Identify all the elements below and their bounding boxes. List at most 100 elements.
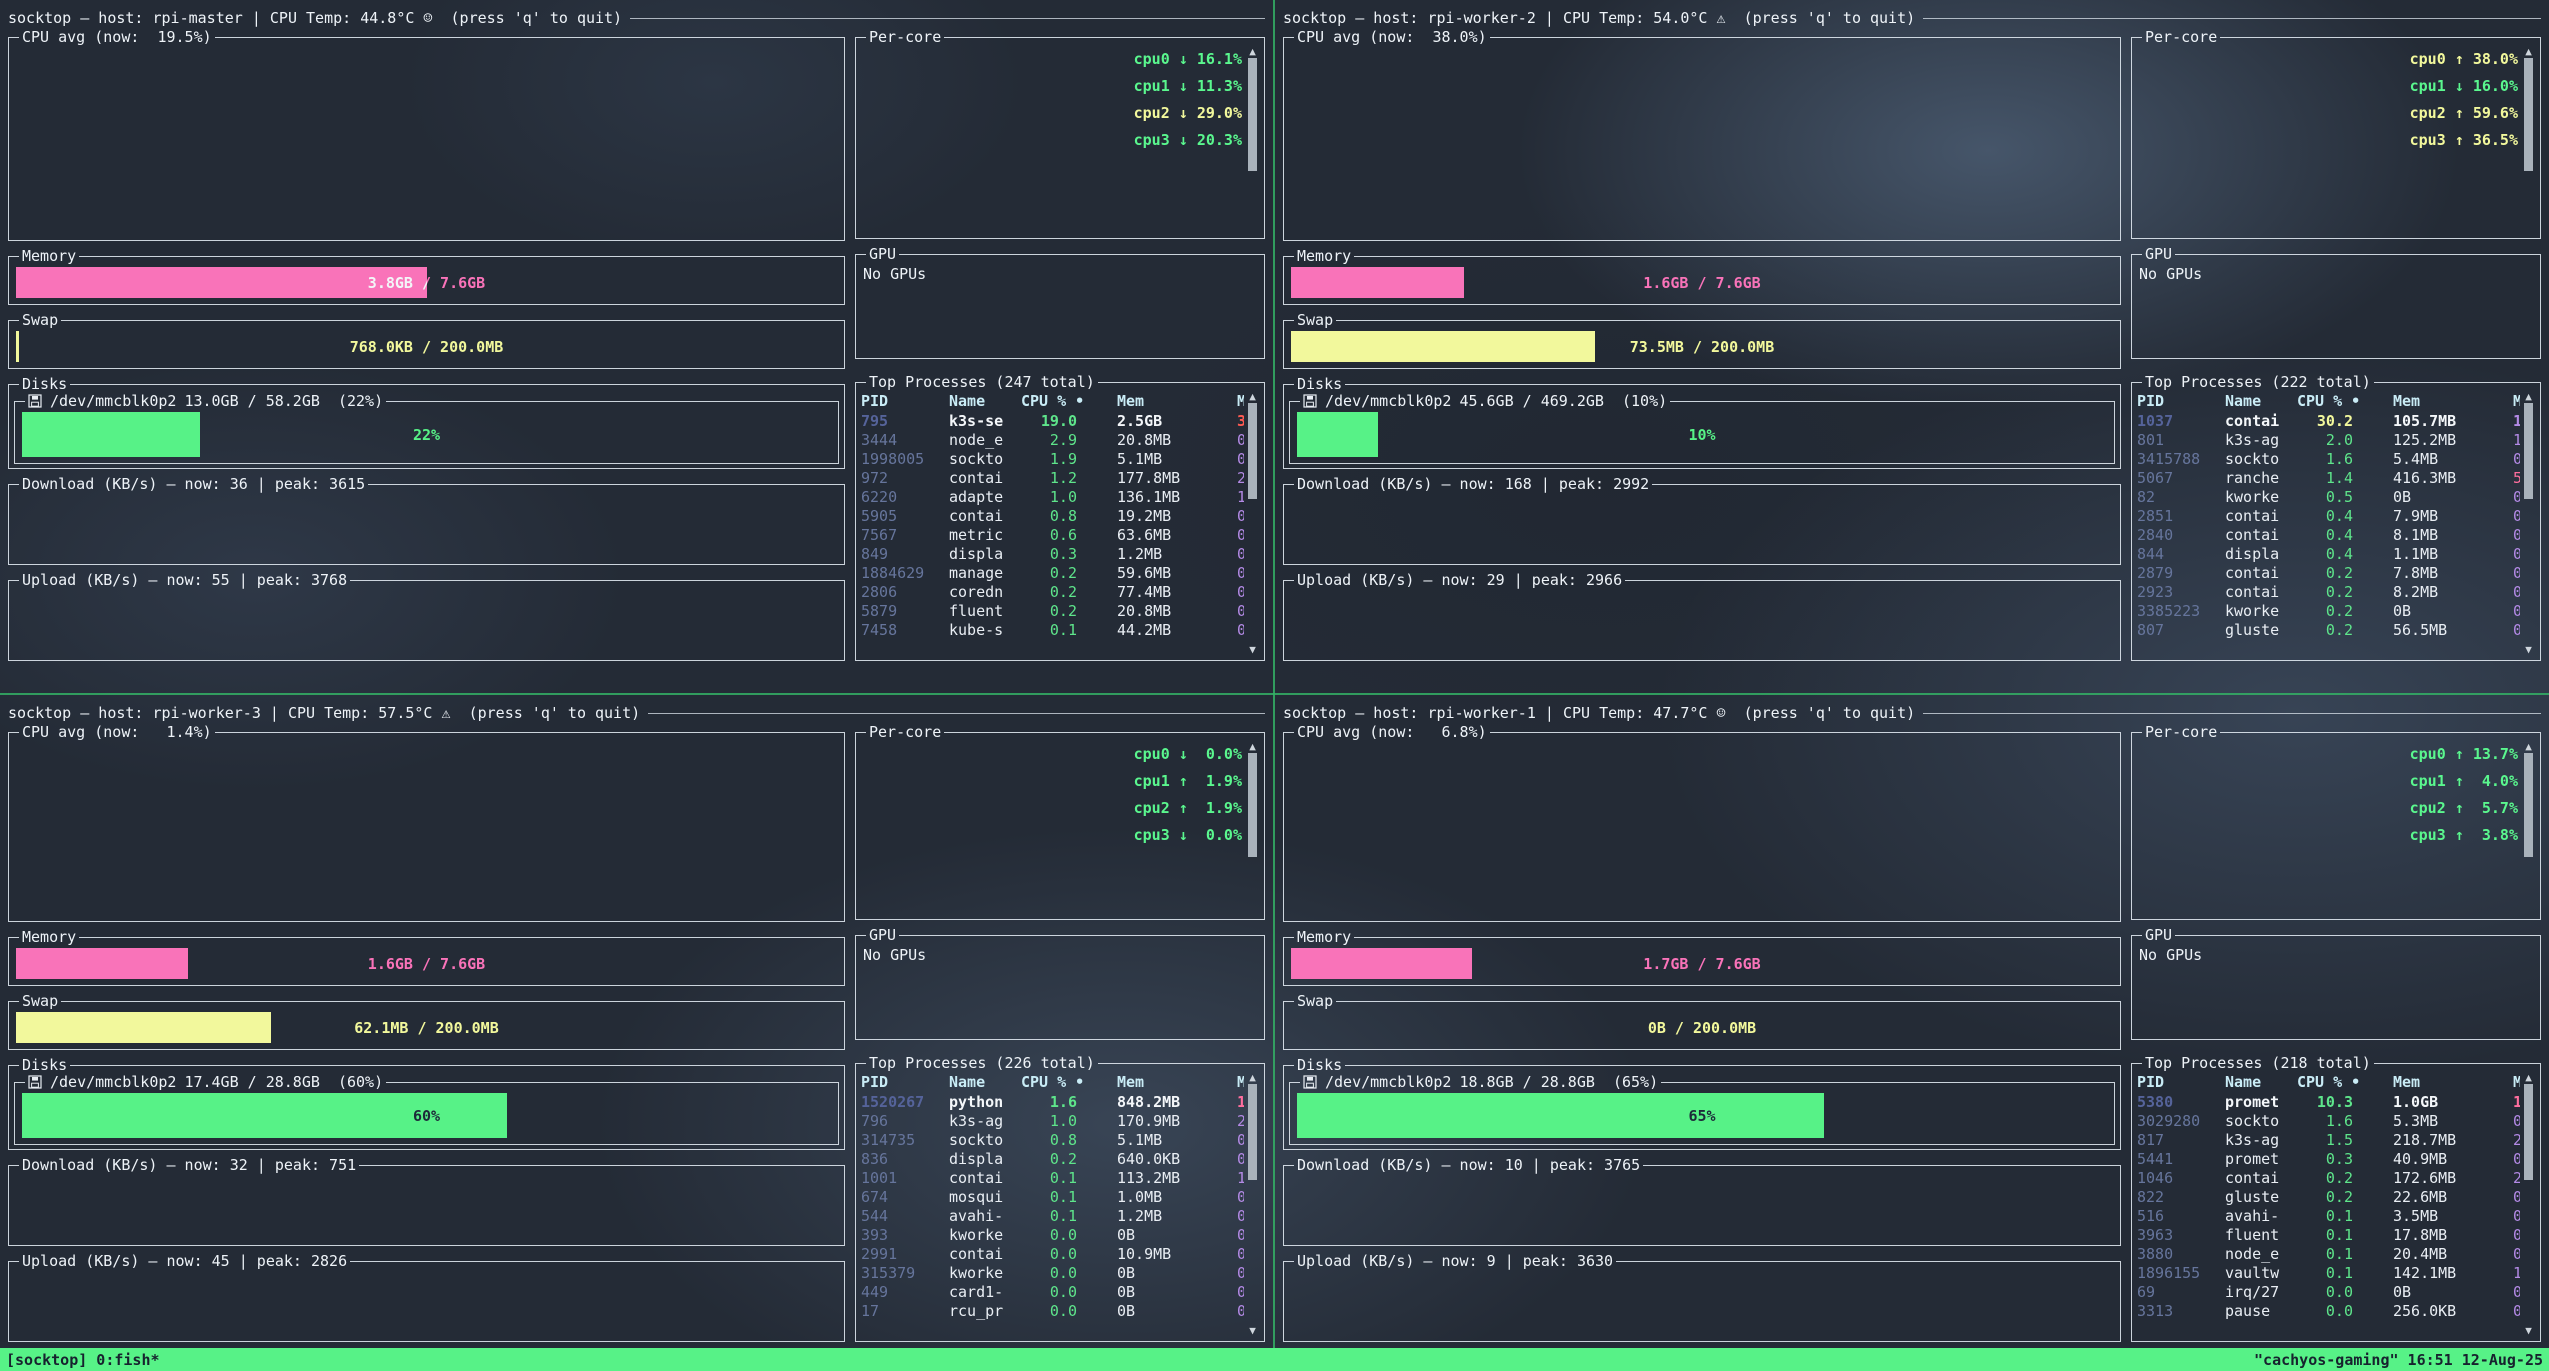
process-row[interactable]: 2840 contai 0.4 8.1MB 0.10%	[2137, 526, 2520, 545]
process-row[interactable]: 1001 contai 0.1 113.2MB 1.45%	[861, 1169, 1244, 1188]
process-row[interactable]: 7458 kube-s 0.1 44.2MB 0.57%	[861, 621, 1244, 640]
scroll-down-icon[interactable]: ▼	[2525, 1324, 2532, 1337]
process-row[interactable]: 972 contai 1.2 177.8MB 2.28%	[861, 469, 1244, 488]
header-mem-percent[interactable]: Mem %	[2513, 1073, 2520, 1091]
process-row[interactable]: 3029280 sockto 1.6 5.3MB 0.07%	[2137, 1112, 2520, 1131]
process-row[interactable]: 5879 fluent 0.2 20.8MB 0.27%	[861, 602, 1244, 621]
process-row[interactable]: 674 mosqui 0.1 1.0MB 0.01%	[861, 1188, 1244, 1207]
process-row[interactable]: 393 kworke 0.0 0B 0.00%	[861, 1226, 1244, 1245]
process-table-scrollbar[interactable]: ▲ ▼	[2522, 390, 2535, 656]
header-mem[interactable]: Mem	[2393, 392, 2421, 410]
scroll-up-icon[interactable]: ▲	[2525, 1071, 2532, 1084]
scroll-down-icon[interactable]: ▼	[1249, 1324, 1256, 1337]
tmux-session-window[interactable]: [socktop] 0:fish*	[6, 1350, 160, 1369]
per-core-scrollbar[interactable]: ▲	[1246, 45, 1259, 234]
process-row[interactable]: 17 rcu_pr 0.0 0B 0.00%	[861, 1302, 1244, 1321]
process-row[interactable]: 314735 sockto 0.8 5.1MB 0.07%	[861, 1131, 1244, 1150]
header-pid[interactable]: PID	[861, 392, 889, 410]
pane-divider-horizontal[interactable]	[0, 693, 2549, 695]
header-mem-percent[interactable]: Mem %	[2513, 392, 2520, 410]
scrollbar-thumb[interactable]	[1248, 1084, 1257, 1180]
pane-divider-vertical[interactable]	[1273, 0, 1275, 1348]
process-row[interactable]: 6220 adapte 1.0 136.1MB 1.74%	[861, 488, 1244, 507]
process-row[interactable]: 2879 contai 0.2 7.8MB 0.10%	[2137, 564, 2520, 583]
header-mem[interactable]: Mem	[1117, 392, 1145, 410]
scroll-up-icon[interactable]: ▲	[2525, 390, 2532, 403]
process-row[interactable]: 807 gluste 0.2 56.5MB 0.72%	[2137, 621, 2520, 640]
scroll-up-icon[interactable]: ▲	[2525, 740, 2532, 753]
process-row[interactable]: 3415788 sockto 1.6 5.4MB 0.07%	[2137, 450, 2520, 469]
process-row[interactable]: 3963 fluent 0.1 17.8MB 0.23%	[2137, 1226, 2520, 1245]
process-row[interactable]: 2923 contai 0.2 8.2MB 0.10%	[2137, 583, 2520, 602]
process-row[interactable]: 795 k3s-se 19.0 2.5GB 32.48%	[861, 412, 1244, 431]
scroll-down-icon[interactable]: ▼	[2525, 643, 2532, 656]
header-cpu-sort[interactable]: CPU % •	[2297, 1073, 2361, 1091]
process-row[interactable]: 1520267 python 1.6 848.2MB 10.86%	[861, 1093, 1244, 1112]
process-row[interactable]: 5380 promet 10.3 1.0GB 13.14%	[2137, 1093, 2520, 1112]
process-row[interactable]: 1998005 sockto 1.9 5.1MB 0.06%	[861, 450, 1244, 469]
process-row[interactable]: 844 displa 0.4 1.1MB 0.01%	[2137, 545, 2520, 564]
header-name[interactable]: Name	[949, 1073, 986, 1091]
header-name[interactable]: Name	[2225, 392, 2262, 410]
process-row[interactable]: 1046 contai 0.2 172.6MB 2.21%	[2137, 1169, 2520, 1188]
scrollbar-thumb[interactable]	[1248, 403, 1257, 499]
process-row[interactable]: 69 irq/27 0.0 0B 0.00%	[2137, 1283, 2520, 1302]
scroll-up-icon[interactable]: ▲	[1249, 390, 1256, 403]
process-row[interactable]: 2806 coredn 0.2 77.4MB 0.99%	[861, 583, 1244, 602]
process-table-header: PID Name CPU % • Mem Mem %	[2137, 390, 2520, 412]
scrollbar-thumb[interactable]	[2524, 403, 2533, 499]
process-row[interactable]: 5441 promet 0.3 40.9MB 0.52%	[2137, 1150, 2520, 1169]
process-row[interactable]: 3880 node_e 0.1 20.4MB 0.26%	[2137, 1245, 2520, 1264]
process-row[interactable]: 1037 contai 30.2 105.7MB 1.35%	[2137, 412, 2520, 431]
scrollbar-thumb[interactable]	[2524, 1084, 2533, 1180]
scroll-up-icon[interactable]: ▲	[2525, 45, 2532, 58]
process-row[interactable]: 5067 ranche 1.4 416.3MB 5.33%	[2137, 469, 2520, 488]
process-row[interactable]: 1884629 manage 0.2 59.6MB 0.76%	[861, 564, 1244, 583]
process-row[interactable]: 449 card1- 0.0 0B 0.00%	[861, 1283, 1244, 1302]
process-row[interactable]: 516 avahi- 0.1 3.5MB 0.04%	[2137, 1207, 2520, 1226]
process-row[interactable]: 836 displa 0.2 640.0KB 0.01%	[861, 1150, 1244, 1169]
scrollbar-thumb[interactable]	[1248, 58, 1257, 171]
header-cpu-sort[interactable]: CPU % •	[1021, 392, 1085, 410]
header-pid[interactable]: PID	[2137, 1073, 2165, 1091]
process-row[interactable]: 544 avahi- 0.1 1.2MB 0.02%	[861, 1207, 1244, 1226]
process-row[interactable]: 3385223 kworke 0.2 0B 0.00%	[2137, 602, 2520, 621]
scrollbar-thumb[interactable]	[2524, 753, 2533, 857]
header-mem-percent[interactable]: Mem %	[1237, 392, 1244, 410]
per-core-scrollbar[interactable]: ▲	[2522, 740, 2535, 915]
process-table-scrollbar[interactable]: ▲ ▼	[2522, 1071, 2535, 1337]
process-row[interactable]: 2991 contai 0.0 10.9MB 0.14%	[861, 1245, 1244, 1264]
process-row[interactable]: 796 k3s-ag 1.0 170.9MB 2.19%	[861, 1112, 1244, 1131]
header-mem-percent[interactable]: Mem %	[1237, 1073, 1244, 1091]
process-row[interactable]: 7567 metric 0.6 63.6MB 0.81%	[861, 526, 1244, 545]
scrollbar-thumb[interactable]	[1248, 753, 1257, 857]
process-row[interactable]: 822 gluste 0.2 22.6MB 0.29%	[2137, 1188, 2520, 1207]
process-row[interactable]: 315379 kworke 0.0 0B 0.00%	[861, 1264, 1244, 1283]
process-row[interactable]: 849 displa 0.3 1.2MB 0.02%	[861, 545, 1244, 564]
process-table-scrollbar[interactable]: ▲ ▼	[1246, 390, 1259, 656]
process-row[interactable]: 3444 node_e 2.9 20.8MB 0.27%	[861, 431, 1244, 450]
scroll-up-icon[interactable]: ▲	[1249, 740, 1256, 753]
process-row[interactable]: 817 k3s-ag 1.5 218.7MB 2.80%	[2137, 1131, 2520, 1150]
header-name[interactable]: Name	[2225, 1073, 2262, 1091]
header-cpu-sort[interactable]: CPU % •	[2297, 392, 2361, 410]
process-row[interactable]: 5905 contai 0.8 19.2MB 0.25%	[861, 507, 1244, 526]
header-mem[interactable]: Mem	[1117, 1073, 1145, 1091]
process-row[interactable]: 1896155 vaultw 0.1 142.1MB 1.82%	[2137, 1264, 2520, 1283]
scroll-down-icon[interactable]: ▼	[1249, 643, 1256, 656]
scroll-up-icon[interactable]: ▲	[1249, 45, 1256, 58]
scrollbar-thumb[interactable]	[2524, 58, 2533, 171]
header-name[interactable]: Name	[949, 392, 986, 410]
header-pid[interactable]: PID	[2137, 392, 2165, 410]
process-row[interactable]: 2851 contai 0.4 7.9MB 0.10%	[2137, 507, 2520, 526]
process-row[interactable]: 3313 pause 0.0 256.0KB 0.00%	[2137, 1302, 2520, 1321]
process-table-scrollbar[interactable]: ▲ ▼	[1246, 1071, 1259, 1337]
header-mem[interactable]: Mem	[2393, 1073, 2421, 1091]
header-cpu-sort[interactable]: CPU % •	[1021, 1073, 1085, 1091]
process-row[interactable]: 82 kworke 0.5 0B 0.00%	[2137, 488, 2520, 507]
per-core-scrollbar[interactable]: ▲	[1246, 740, 1259, 915]
per-core-scrollbar[interactable]: ▲	[2522, 45, 2535, 234]
process-row[interactable]: 801 k3s-ag 2.0 125.2MB 1.60%	[2137, 431, 2520, 450]
scroll-up-icon[interactable]: ▲	[1249, 1071, 1256, 1084]
header-pid[interactable]: PID	[861, 1073, 889, 1091]
